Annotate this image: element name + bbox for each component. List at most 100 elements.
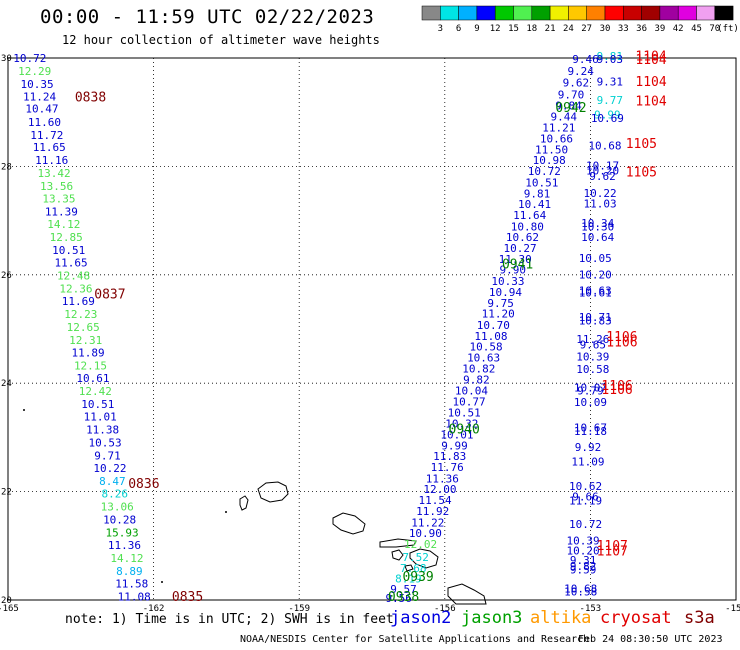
wave-height-value: 11.08 [474, 330, 507, 343]
wave-height-value: 11.01 [84, 411, 117, 424]
wave-height-value: 9.65 [580, 339, 607, 352]
wave-height-value: 11.21 [542, 122, 575, 135]
colorbar-swatch [586, 5, 606, 21]
wave-height-value: 8.47 [99, 475, 126, 488]
y-tick-label: 24 [1, 379, 12, 389]
x-tick-label: -156 [434, 604, 456, 614]
wave-height-tracks: 10.7212.2910.3511.2410.4711.6011.7211.65… [13, 50, 624, 605]
wave-height-value: 10.63 [467, 352, 500, 365]
colorbar-tick: 12 [490, 24, 501, 34]
wave-height-value: 11.38 [86, 424, 119, 437]
colorbar-swatch [476, 5, 496, 21]
colorbar-swatch [531, 5, 551, 21]
y-tick-label: 22 [1, 488, 12, 498]
x-tick-label: -162 [143, 604, 165, 614]
wave-height-value: 7.52 [402, 551, 429, 564]
wave-height-value: 10.68 [564, 582, 597, 595]
wave-height-value: 11.69 [62, 295, 95, 308]
wave-height-value: 9.82 [570, 560, 597, 573]
colorbar-tick: 21 [545, 24, 556, 34]
wave-height-value: 10.80 [511, 220, 544, 233]
colorbar-swatch [494, 5, 514, 21]
wave-height-value: 9.77 [597, 94, 624, 107]
wave-height-value: 11.92 [416, 505, 449, 518]
colorbar-swatch [696, 5, 716, 21]
sat-jason3: jason3 [461, 608, 523, 628]
island-maui [409, 548, 439, 569]
colorbar-tick: 18 [526, 24, 537, 34]
colorbar-tick: 36 [636, 24, 647, 34]
map-subtitle: 12 hour collection of altimeter wave hei… [62, 33, 380, 47]
wave-height-value: 12.02 [404, 538, 437, 551]
pass-time: 0836 [128, 477, 159, 492]
left-track: 10.7212.2910.3511.2410.4711.6011.7211.65… [13, 52, 150, 604]
wave-height-value: 11.19 [569, 495, 602, 508]
wave-height-value: 10.94 [489, 286, 522, 299]
island-kauai [257, 481, 289, 503]
wave-height-value: 10.22 [584, 187, 617, 200]
pass-time: 1106 [601, 383, 632, 398]
colorbar-tick: 33 [618, 24, 629, 34]
wave-height-value: 10.35 [21, 78, 54, 91]
wave-height-value: 10.90 [409, 527, 442, 540]
wave-height-value: 8.26 [102, 488, 129, 501]
colorbar-swatch [623, 5, 642, 21]
wave-height-value: 10.98 [533, 154, 566, 167]
colorbar-unit: (ft) [717, 24, 739, 34]
sat-jason2: jason2 [390, 608, 452, 628]
wave-height-value: 10.61 [579, 286, 612, 299]
pass-time: 1104 [635, 50, 666, 65]
hawaii-islands [23, 409, 487, 605]
wave-height-value: 11.36 [426, 472, 459, 485]
wave-height-value: 9.99 [441, 439, 468, 452]
wave-height-value: 10.27 [503, 242, 536, 255]
wave-height-value: 10.17 [586, 160, 619, 173]
wave-height-value: 11.09 [571, 456, 604, 469]
wave-height-value: 13.35 [42, 193, 75, 206]
x-tick-label: -150 [725, 604, 740, 614]
sat-altika: altika [530, 608, 592, 628]
wave-height-value: 11.30 [499, 253, 532, 266]
wave-height-value: 10.68 [588, 140, 621, 153]
wave-height-value: 11.89 [72, 347, 105, 360]
wave-height-value: 15.93 [105, 527, 138, 540]
colorbar-swatch [659, 5, 679, 21]
wave-height-value: 11.65 [33, 141, 66, 154]
wave-height-value: 11.18 [574, 425, 607, 438]
wave-height-value: 10.20 [586, 165, 619, 178]
wave-height-value: 11.36 [108, 539, 141, 552]
wave-height-value: 10.63 [579, 284, 612, 297]
pass-time: 0940 [449, 423, 480, 438]
wave-height-value: 10.72 [569, 518, 602, 531]
colorbar-swatch [421, 5, 441, 21]
pass-time: 1106 [606, 335, 637, 350]
x-tick-label: -165 [0, 604, 19, 614]
wave-height-value: 11.22 [411, 516, 444, 529]
colorbar-swatch [568, 5, 587, 21]
pass-time: 0939 [402, 570, 433, 585]
wave-height-value: 11.16 [35, 154, 68, 167]
wave-height-value: 10.39 [576, 350, 609, 363]
wave-height-value: 12.15 [74, 360, 107, 373]
colorbar-tick: 3 [438, 24, 443, 34]
wave-height-value: 9.46 [572, 53, 599, 66]
island-kahoolawe [404, 564, 414, 572]
pass-time: 1106 [601, 379, 632, 394]
wave-height-value: 10.34 [581, 217, 614, 230]
wave-height-value: 11.76 [431, 461, 464, 474]
island-hawaii [447, 583, 487, 605]
colorbar-swatch [604, 5, 624, 21]
islet-2 [161, 581, 163, 583]
island-niihau [239, 495, 249, 511]
wave-height-value: 9.79 [577, 385, 604, 398]
y-tick-label: 20 [1, 596, 12, 606]
pass-time: 1105 [626, 137, 657, 152]
wave-height-value: 11.26 [576, 333, 609, 346]
sat-cryosat: cryosat [600, 608, 672, 628]
y-tick-label: 28 [1, 162, 12, 172]
colorbar-tick: 39 [654, 24, 665, 34]
wave-height-value: 10.61 [76, 372, 109, 385]
wave-height-value: 11.60 [28, 116, 61, 129]
wave-height-value: 11.54 [419, 494, 452, 507]
